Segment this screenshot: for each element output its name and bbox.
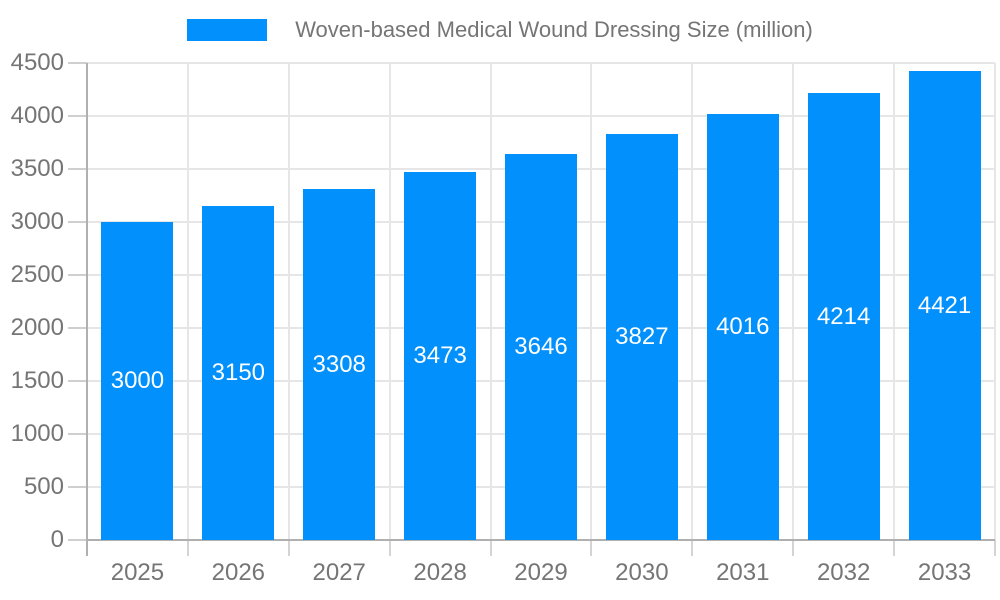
y-tick-label: 0	[50, 526, 64, 553]
bar[interactable]: 3000	[101, 222, 174, 540]
y-gridline	[87, 115, 995, 117]
bar[interactable]: 3308	[303, 189, 376, 540]
bar-value-label: 4016	[716, 313, 770, 341]
y-tick-mark	[68, 380, 87, 382]
x-tick-label: 2030	[615, 559, 669, 586]
y-tick-mark	[68, 168, 87, 170]
y-tick-mark	[68, 486, 87, 488]
x-tick-label: 2033	[917, 559, 972, 586]
x-tick-mark	[792, 540, 795, 556]
y-tick-mark	[68, 433, 87, 435]
y-tick-label: 1000	[10, 420, 64, 447]
bar-value-label: 3308	[312, 350, 366, 378]
x-tick-mark	[489, 540, 492, 556]
x-tick-mark	[287, 540, 290, 556]
bar-value-label: 3150	[211, 359, 266, 387]
legend-label: Woven-based Medical Wound Dressing Size …	[295, 17, 813, 42]
y-axis-line	[86, 63, 88, 556]
x-gridline	[186, 63, 189, 540]
bar-value-label: 4421	[917, 291, 972, 319]
bar-value-label: 3827	[615, 323, 669, 351]
x-gridline	[489, 63, 492, 540]
x-gridline	[388, 63, 391, 540]
y-tick-label: 4500	[10, 49, 64, 76]
bar[interactable]: 3827	[605, 134, 678, 540]
bar-value-label: 4214	[816, 302, 871, 330]
y-tick-label: 2500	[10, 261, 64, 288]
x-gridline	[893, 63, 896, 540]
y-tick-label: 1500	[10, 367, 64, 394]
bar[interactable]: 3150	[202, 206, 275, 540]
x-tick-label: 2026	[211, 559, 266, 586]
x-gridline	[590, 63, 593, 540]
bar[interactable]: 4016	[706, 114, 779, 540]
x-baseline	[87, 539, 995, 541]
y-tick-mark	[68, 274, 87, 276]
y-tick-label: 3000	[10, 208, 64, 235]
y-tick-mark	[68, 539, 87, 541]
x-tick-label: 2027	[312, 559, 366, 586]
x-gridline	[792, 63, 795, 540]
x-gridline	[287, 63, 290, 540]
y-tick-mark	[68, 327, 87, 329]
x-tick-label: 2029	[514, 559, 568, 586]
x-gridline	[994, 63, 996, 540]
legend-item[interactable]: Woven-based Medical Wound Dressing Size …	[0, 16, 1000, 44]
y-tick-label: 500	[23, 473, 64, 500]
bar[interactable]: 3473	[404, 171, 477, 540]
y-tick-mark	[68, 62, 87, 64]
x-tick-mark	[893, 540, 896, 556]
x-tick-label: 2025	[110, 559, 165, 586]
bar-value-label: 3646	[514, 332, 568, 360]
x-tick-mark	[388, 540, 391, 556]
y-gridline	[87, 62, 995, 64]
y-tick-mark	[68, 221, 87, 223]
bar[interactable]: 3646	[505, 153, 577, 540]
x-tick-label: 2032	[816, 559, 871, 586]
y-tick-label: 3500	[10, 155, 64, 182]
y-tick-label: 4000	[10, 102, 64, 129]
y-tick-mark	[68, 115, 87, 117]
bar-value-label: 3000	[110, 367, 165, 394]
x-tick-mark	[994, 540, 996, 556]
x-tick-mark	[590, 540, 593, 556]
bar[interactable]: 4421	[908, 71, 981, 540]
bar[interactable]: 4214	[807, 93, 880, 540]
y-tick-label: 2000	[10, 314, 64, 341]
legend-swatch	[187, 19, 268, 41]
x-tick-mark	[186, 540, 189, 556]
x-tick-label: 2031	[716, 559, 770, 586]
bar-value-label: 3473	[413, 341, 467, 369]
x-tick-label: 2028	[413, 559, 467, 586]
x-tick-mark	[691, 540, 694, 556]
x-gridline	[691, 63, 694, 540]
